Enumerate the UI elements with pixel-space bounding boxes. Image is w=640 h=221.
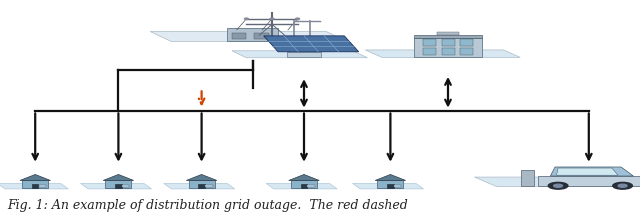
Polygon shape <box>189 180 214 188</box>
Polygon shape <box>287 52 321 57</box>
Polygon shape <box>289 175 319 180</box>
Polygon shape <box>232 51 367 58</box>
Polygon shape <box>424 48 436 55</box>
Polygon shape <box>394 185 401 187</box>
Polygon shape <box>103 175 134 180</box>
Polygon shape <box>460 48 473 55</box>
Polygon shape <box>424 39 436 46</box>
Polygon shape <box>264 36 359 52</box>
Polygon shape <box>164 183 235 189</box>
Polygon shape <box>232 33 246 39</box>
Polygon shape <box>20 175 51 180</box>
Circle shape <box>270 18 274 19</box>
Polygon shape <box>375 175 406 180</box>
Polygon shape <box>122 185 129 187</box>
Polygon shape <box>365 50 520 57</box>
Polygon shape <box>378 180 403 188</box>
Text: Fig. 1: An example of distribution grid outage.  The red dashed: Fig. 1: An example of distribution grid … <box>8 199 408 212</box>
Polygon shape <box>442 39 455 46</box>
Polygon shape <box>550 167 634 176</box>
Polygon shape <box>22 180 48 188</box>
Polygon shape <box>38 185 46 187</box>
Polygon shape <box>353 183 424 189</box>
Polygon shape <box>414 35 482 38</box>
Circle shape <box>244 18 248 19</box>
Polygon shape <box>521 170 534 186</box>
Circle shape <box>296 18 300 19</box>
Polygon shape <box>254 33 269 39</box>
Polygon shape <box>150 31 347 41</box>
Polygon shape <box>0 183 68 189</box>
Polygon shape <box>186 175 217 180</box>
Polygon shape <box>460 39 473 46</box>
Polygon shape <box>474 177 640 187</box>
Circle shape <box>612 182 632 189</box>
Polygon shape <box>301 184 307 188</box>
Circle shape <box>554 184 563 187</box>
Polygon shape <box>307 185 315 187</box>
Circle shape <box>548 182 568 189</box>
Polygon shape <box>538 176 640 186</box>
Polygon shape <box>557 168 618 175</box>
Polygon shape <box>205 185 212 187</box>
Polygon shape <box>81 183 152 189</box>
Polygon shape <box>227 28 278 41</box>
Polygon shape <box>414 38 482 57</box>
Polygon shape <box>442 48 455 55</box>
Polygon shape <box>32 184 38 188</box>
Polygon shape <box>437 32 459 35</box>
Polygon shape <box>387 184 394 188</box>
Polygon shape <box>115 184 122 188</box>
Circle shape <box>618 184 627 187</box>
Polygon shape <box>198 184 205 188</box>
Polygon shape <box>291 180 317 188</box>
Polygon shape <box>106 180 131 188</box>
Polygon shape <box>266 183 337 189</box>
